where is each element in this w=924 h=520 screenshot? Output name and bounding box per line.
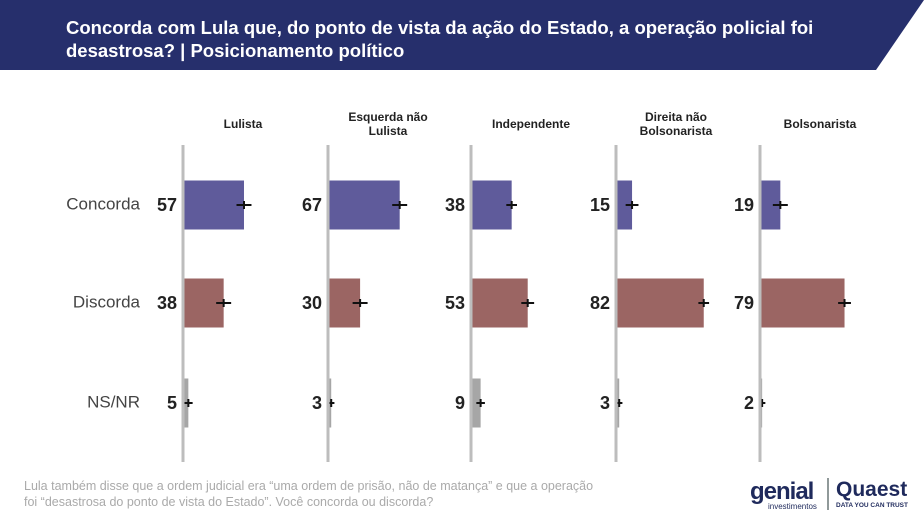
value-label: 38 [445,195,465,215]
panel-header: Lulista [223,117,263,131]
footnote: Lula também disse que a ordem judicial e… [24,479,594,509]
value-label: 57 [157,195,177,215]
value-label: 5 [167,393,177,413]
logo-quaest: Quaest [836,478,908,501]
value-label: 19 [734,195,754,215]
logo-genial: genial [750,478,814,505]
value-label: 38 [157,293,177,313]
category-label: Discorda [73,292,141,311]
bar [328,180,400,230]
bar [760,278,845,328]
bar [471,278,528,328]
logo-genial-sub: investimentos [768,502,817,511]
value-label: 67 [302,195,322,215]
logo-quaest-sub: DATA YOU CAN TRUST [836,502,908,509]
chart-title: Concorda com Lula que, do ponto de vista… [66,17,814,61]
panel-header: Esquerda não Lulista [348,110,428,138]
value-label: 30 [302,293,322,313]
category-label: Concorda [66,194,140,213]
value-label: 3 [600,393,610,413]
title-bar [0,0,924,70]
bar [183,180,244,230]
panel-header: Independente [491,117,570,131]
value-label: 82 [590,293,610,313]
category-label: NS/NR [87,392,140,411]
value-label: 15 [590,195,610,215]
panel-header: Direita não Bolsonarista [639,110,713,138]
value-label: 2 [744,393,754,413]
value-label: 53 [445,293,465,313]
value-label: 9 [455,393,465,413]
bar [616,278,704,328]
bar [471,180,512,230]
bar [616,180,633,230]
bar [760,180,781,230]
bar [471,378,481,428]
value-label: 79 [734,293,754,313]
panel-header: Bolsonarista [783,117,857,131]
value-label: 3 [312,393,322,413]
